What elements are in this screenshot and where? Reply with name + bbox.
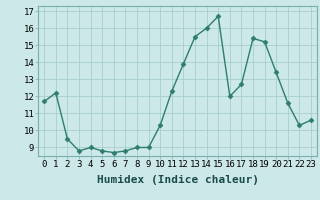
X-axis label: Humidex (Indice chaleur): Humidex (Indice chaleur) [97,175,259,185]
